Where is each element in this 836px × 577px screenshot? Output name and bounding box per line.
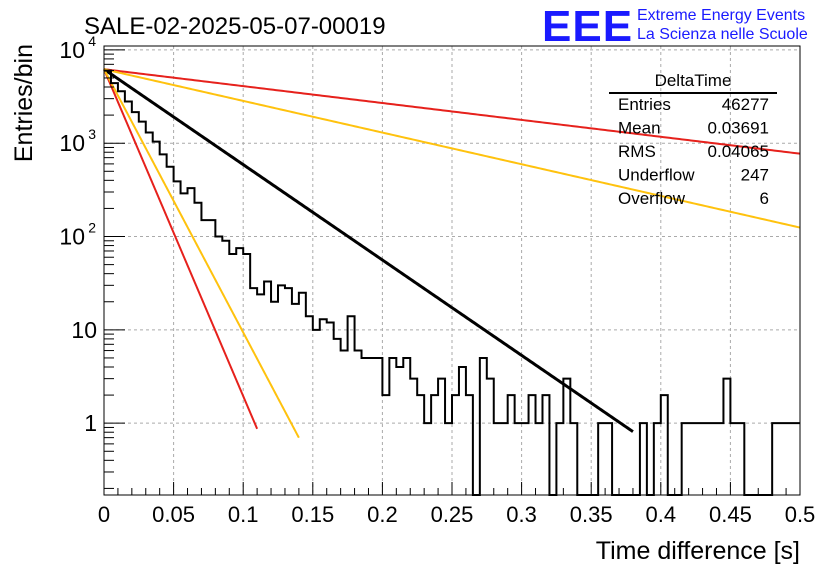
y-tick-label: 10 [71,317,97,343]
stats-row-value: 6 [760,189,769,208]
stats-row-label: Mean [618,119,661,138]
logo-line1: Extreme Energy Events [637,7,805,24]
logo: EEE Extreme Energy Events La Scienza nel… [542,2,808,51]
x-tick-label: 0.15 [291,502,334,527]
y-tick-label: 1 [84,410,97,436]
x-axis-label: Time difference [s] [596,537,800,565]
fit-curve-4 [103,68,259,430]
fit-curve-2 [103,68,801,155]
y-tick-label: 10 [59,130,85,156]
fit-curves [103,68,801,439]
stats-row-value: 46277 [722,95,769,114]
x-tick-label: 0.35 [570,502,613,527]
grid [104,46,800,495]
fit-curve-1 [103,68,634,433]
x-tick-label: 0.1 [228,502,259,527]
fit-curve-3 [103,68,801,229]
y-tick-exponent: 3 [88,126,96,142]
stats-row-value: 0.03691 [708,119,769,138]
x-tick-label: 0.3 [506,502,537,527]
chart-title: SALE-02-2025-05-07-00019 [84,13,386,40]
stats-row-value: 247 [741,166,769,185]
y-tick-label: 10 [59,37,85,63]
stats-row-label: Entries [618,95,671,114]
y-tick-exponent: 4 [88,33,96,49]
x-tick-label: 0 [98,502,110,527]
logo-line2: La Scienza nelle Scuole [637,26,808,43]
axes: 0 0.05 0.1 0.15 0.2 0.25 0.3 0.35 0.4 0.45 0.510 41… [59,33,815,527]
x-tick-label: 0.2 [367,502,398,527]
stats-row-label: Overflow [618,189,686,208]
x-tick-label: 0.05 [152,502,195,527]
stats-row-label: RMS [618,142,656,161]
y-tick-exponent: 2 [88,220,96,236]
y-tick-label: 10 [59,224,85,250]
x-tick-label: 0.45 [709,502,752,527]
y-axis-label: Entries/bin [10,44,38,162]
stats-row-value: 0.04065 [708,142,769,161]
stats-row-label: Underflow [618,166,695,185]
logo-mark: EEE [542,2,633,51]
fit-curve-5 [103,68,300,439]
x-tick-label: 0.4 [646,502,677,527]
x-tick-label: 0.25 [431,502,474,527]
x-tick-label: 0.5 [785,502,816,527]
stats-title: DeltaTime [655,71,732,90]
stats-box: DeltaTime Entries 46277 Mean 0.03691 RMS 0.04… [609,71,777,208]
